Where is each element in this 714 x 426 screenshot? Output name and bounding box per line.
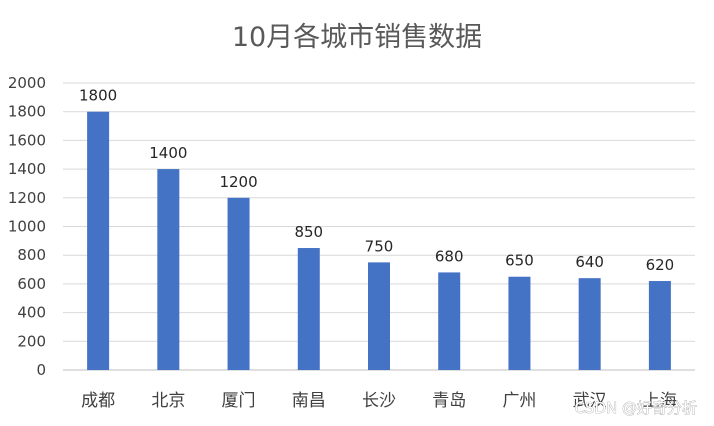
watermark-text: CSDN @好奇分析: [574, 399, 697, 417]
bar: [648, 281, 671, 370]
y-tick-label: 1200: [8, 189, 46, 207]
bar: [438, 272, 461, 370]
x-category-label: 南昌: [292, 391, 326, 411]
y-tick-label: 1400: [8, 160, 46, 178]
bar: [368, 262, 390, 370]
data-label: 850: [294, 223, 323, 241]
bar: [297, 248, 320, 370]
data-label: 640: [575, 253, 604, 271]
bar: [157, 169, 180, 370]
y-tick-label: 1000: [8, 218, 46, 236]
data-label: 1800: [79, 87, 117, 105]
data-label: 620: [646, 256, 675, 274]
data-label: 750: [365, 237, 394, 255]
y-tick-label: 200: [17, 332, 46, 350]
y-tick-label: 0: [36, 361, 46, 379]
bar: [508, 276, 531, 370]
chart-title: 10月各城市销售数据: [232, 22, 482, 53]
data-label: 1400: [149, 144, 187, 162]
x-category-label: 广州: [502, 391, 536, 411]
data-label: 650: [505, 252, 534, 270]
data-label: 1200: [219, 173, 257, 191]
bar: [578, 278, 601, 370]
x-category-label: 上海: [643, 391, 677, 411]
data-label: 680: [435, 247, 464, 265]
y-tick-label: 1600: [8, 131, 46, 149]
x-category-label: 北京: [151, 391, 185, 411]
y-tick-label: 600: [17, 275, 46, 293]
x-category-label: 长沙: [362, 391, 396, 411]
bars: [87, 111, 671, 370]
x-category-label: 武汉: [573, 391, 607, 411]
bar: [227, 197, 250, 370]
y-axis-tick-labels: 0 200 400 600 800 1000 1200 1400 1600 1800 2000: [8, 74, 46, 379]
data-labels: 1800 1400 1200 850 750 680 650 640 620: [79, 87, 674, 274]
x-axis-category-labels: 成都 北京 厦门 南昌 长沙 青岛 广州 武汉 上海: [81, 391, 677, 411]
y-tick-label: 1800: [8, 103, 46, 121]
x-category-label: 成都: [81, 391, 115, 411]
bar: [87, 111, 110, 370]
y-tick-label: 400: [17, 304, 46, 322]
y-tick-label: 800: [17, 246, 46, 264]
y-tick-label: 2000: [8, 74, 46, 92]
x-category-label: 青岛: [432, 391, 466, 411]
x-category-label: 厦门: [222, 391, 256, 411]
